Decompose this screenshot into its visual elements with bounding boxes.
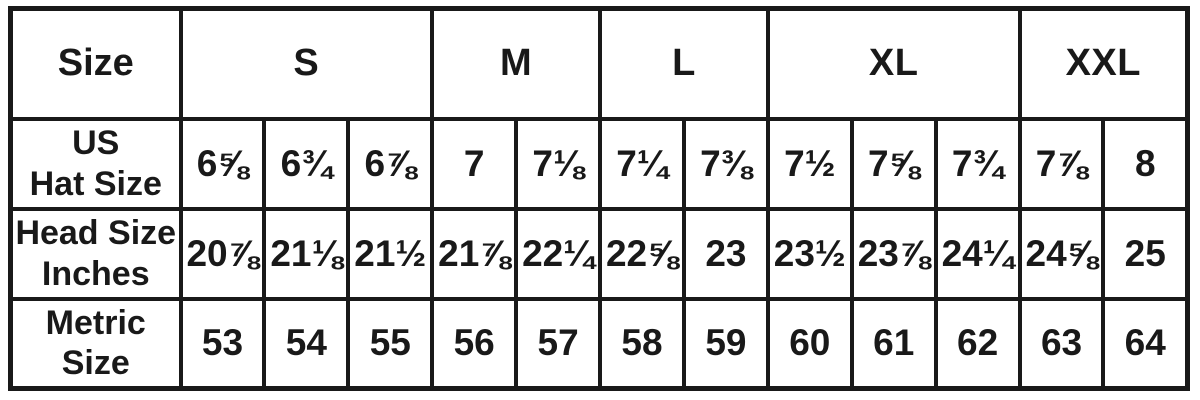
row-label-head-size-inches: Head Size Inches — [8, 206, 183, 301]
us-hat-size-cell: 7¾ — [933, 116, 1022, 211]
size-group-header-xxl: XXL — [1017, 6, 1190, 121]
size-group-header-l: L — [598, 6, 770, 121]
head-size-cell: 24⅝ — [1017, 206, 1106, 301]
us-hat-size-cell: 7⅞ — [1017, 116, 1106, 211]
head-size-cell: 20⅞ — [178, 206, 267, 301]
size-group-header-xl: XL — [765, 6, 1022, 121]
head-size-cell: 22¼ — [514, 206, 603, 301]
metric-size-cell: 54 — [262, 296, 351, 391]
row-label-us-hat-size: US Hat Size — [8, 116, 183, 211]
metric-size-row: Metric Size 53 54 55 56 57 58 59 60 61 6… — [8, 296, 1190, 391]
metric-size-cell: 56 — [430, 296, 519, 391]
us-hat-size-cell: 7⅛ — [514, 116, 603, 211]
head-size-cell: 22⅝ — [598, 206, 686, 301]
us-hat-size-cell: 6⅝ — [178, 116, 267, 211]
metric-size-cell: 59 — [681, 296, 770, 391]
corner-header-size: Size — [8, 6, 183, 121]
metric-size-cell: 63 — [1017, 296, 1106, 391]
hat-size-chart-table: Size S M L XL XXL US Hat Size 6⅝ 6¾ 6⅞ 7… — [8, 6, 1190, 391]
row-label-line: Inches — [41, 254, 150, 293]
size-group-header-m: M — [430, 6, 603, 121]
head-size-inches-row: Head Size Inches 20⅞ 21⅛ 21½ 21⅞ 22¼ 22⅝… — [8, 206, 1190, 301]
metric-size-cell: 61 — [849, 296, 938, 391]
row-label-line: US — [72, 124, 120, 163]
head-size-cell: 23½ — [765, 206, 854, 301]
us-hat-size-cell: 8 — [1101, 116, 1190, 211]
us-hat-size-cell: 7½ — [765, 116, 854, 211]
row-label-line: Hat Size — [29, 164, 162, 203]
head-size-cell: 21⅛ — [262, 206, 351, 301]
us-hat-size-cell: 7⅝ — [849, 116, 938, 211]
head-size-cell: 23⅞ — [849, 206, 938, 301]
us-hat-size-cell: 7¼ — [598, 116, 686, 211]
head-size-cell: 24¼ — [933, 206, 1022, 301]
row-label-line: Size — [61, 344, 130, 383]
head-size-cell: 25 — [1101, 206, 1190, 301]
metric-size-cell: 64 — [1101, 296, 1190, 391]
row-label-line: Metric — [45, 304, 146, 343]
metric-size-cell: 55 — [346, 296, 435, 391]
us-hat-size-row: US Hat Size 6⅝ 6¾ 6⅞ 7 7⅛ 7¼ 7⅜ 7½ 7⅝ 7¾… — [8, 116, 1190, 211]
metric-size-cell: 53 — [178, 296, 267, 391]
size-group-header-s: S — [178, 6, 435, 121]
metric-size-cell: 60 — [765, 296, 854, 391]
head-size-cell: 21⅞ — [430, 206, 519, 301]
size-group-header-row: Size S M L XL XXL — [8, 6, 1190, 121]
us-hat-size-cell: 6¾ — [262, 116, 351, 211]
us-hat-size-cell: 7 — [430, 116, 519, 211]
metric-size-cell: 62 — [933, 296, 1022, 391]
row-label-line: Head Size — [15, 214, 177, 253]
metric-size-cell: 57 — [514, 296, 603, 391]
head-size-cell: 21½ — [346, 206, 435, 301]
metric-size-cell: 58 — [598, 296, 686, 391]
head-size-cell: 23 — [681, 206, 770, 301]
row-label-metric-size: Metric Size — [8, 296, 183, 391]
us-hat-size-cell: 7⅜ — [681, 116, 770, 211]
us-hat-size-cell: 6⅞ — [346, 116, 435, 211]
